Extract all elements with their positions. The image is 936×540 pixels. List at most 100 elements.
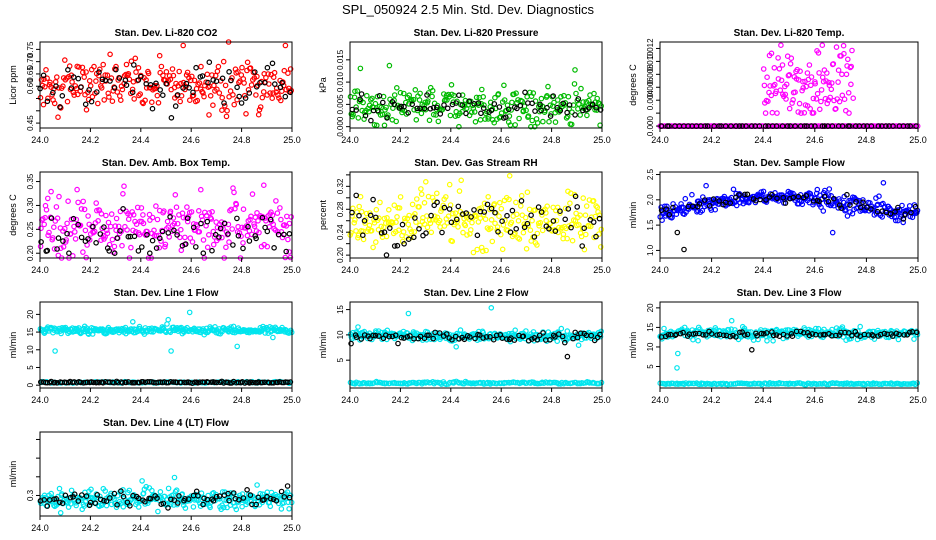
point-main	[435, 118, 442, 125]
point-black	[416, 226, 422, 232]
point-black	[428, 212, 434, 219]
point-main	[84, 328, 91, 334]
point-main	[389, 220, 396, 226]
point-black	[392, 332, 399, 339]
x-tick-label: 24.4	[442, 395, 460, 405]
point-black	[475, 100, 482, 106]
point-main	[524, 189, 531, 196]
point-black	[278, 488, 285, 495]
point-black	[221, 100, 227, 106]
point-black	[579, 243, 586, 249]
point-main	[386, 62, 393, 69]
point-main	[56, 193, 62, 200]
y-tick-label: 0.32	[336, 178, 345, 194]
point-black	[60, 238, 66, 244]
point-black	[744, 191, 751, 198]
point-black	[216, 234, 222, 240]
point-peak	[785, 72, 792, 79]
point-black	[124, 499, 131, 506]
point-main	[471, 109, 478, 115]
point-black	[459, 211, 466, 217]
point-black	[398, 334, 405, 341]
point-main	[412, 87, 419, 93]
point-peak	[774, 110, 780, 116]
point-black	[273, 497, 280, 504]
point-black	[441, 204, 448, 211]
point-black	[213, 78, 220, 85]
point-black	[78, 234, 85, 241]
point-main	[568, 121, 575, 128]
x-tick-label: 24.4	[442, 265, 460, 275]
point-main	[860, 197, 866, 203]
point-main	[355, 115, 362, 121]
point-black	[160, 92, 166, 99]
point-peak	[832, 105, 839, 112]
point-main	[153, 203, 159, 209]
point-main	[215, 63, 222, 70]
point-black	[230, 242, 236, 248]
point-main	[189, 239, 196, 245]
point-black	[696, 201, 703, 207]
point-main	[180, 79, 187, 86]
point-low	[763, 381, 770, 387]
point-black	[168, 115, 175, 121]
point-black	[758, 330, 765, 337]
point-main	[900, 219, 907, 226]
x-tick-label: 25.0	[909, 265, 927, 275]
point-main	[433, 190, 440, 197]
point-main	[477, 117, 484, 123]
point-main	[485, 194, 492, 200]
point-main	[428, 229, 435, 236]
point-main	[51, 246, 58, 252]
point-main	[80, 249, 86, 255]
point-main	[102, 488, 109, 494]
point-black	[466, 334, 473, 340]
point-peak	[764, 74, 770, 81]
point-black	[252, 233, 259, 239]
point-black	[748, 346, 755, 353]
point-black	[546, 226, 552, 232]
point-black	[412, 215, 418, 221]
point-black	[790, 194, 797, 201]
y-tick-label: 0.45	[26, 115, 35, 131]
point-main	[278, 216, 284, 223]
point-main	[256, 107, 263, 113]
point-main	[74, 186, 80, 193]
point-main	[594, 107, 600, 113]
point-main	[376, 215, 382, 221]
point-main	[85, 213, 91, 219]
point-black	[113, 66, 119, 73]
point-black	[560, 100, 567, 107]
point-main	[104, 230, 111, 237]
point-black	[386, 225, 393, 231]
point-black	[537, 101, 543, 108]
point-main	[522, 214, 529, 221]
x-tick-label: 24.2	[703, 135, 721, 145]
point-black	[716, 198, 722, 204]
point-main	[770, 337, 776, 344]
point-peak	[796, 100, 803, 107]
point-main	[198, 63, 204, 70]
y-tick-label: 0.008	[646, 64, 655, 85]
point-main	[674, 350, 681, 357]
point-black	[286, 231, 293, 237]
point-main	[231, 101, 238, 108]
point-main	[108, 211, 115, 217]
x-tick-label: 24.8	[858, 395, 876, 405]
point-peak	[818, 98, 824, 105]
point-main	[895, 336, 902, 343]
point-main	[220, 226, 226, 232]
point-main	[158, 238, 164, 244]
point-main	[44, 75, 50, 82]
point-black	[478, 110, 484, 117]
point-main	[271, 69, 278, 76]
plot-frame	[349, 301, 603, 389]
point-main	[520, 229, 527, 236]
point-main	[518, 192, 525, 199]
point-main	[534, 242, 540, 248]
point-black	[77, 379, 84, 386]
point-peak	[848, 63, 855, 70]
y-tick-label: 2.5	[646, 168, 655, 180]
point-peak	[775, 55, 781, 61]
point-main	[274, 210, 281, 216]
